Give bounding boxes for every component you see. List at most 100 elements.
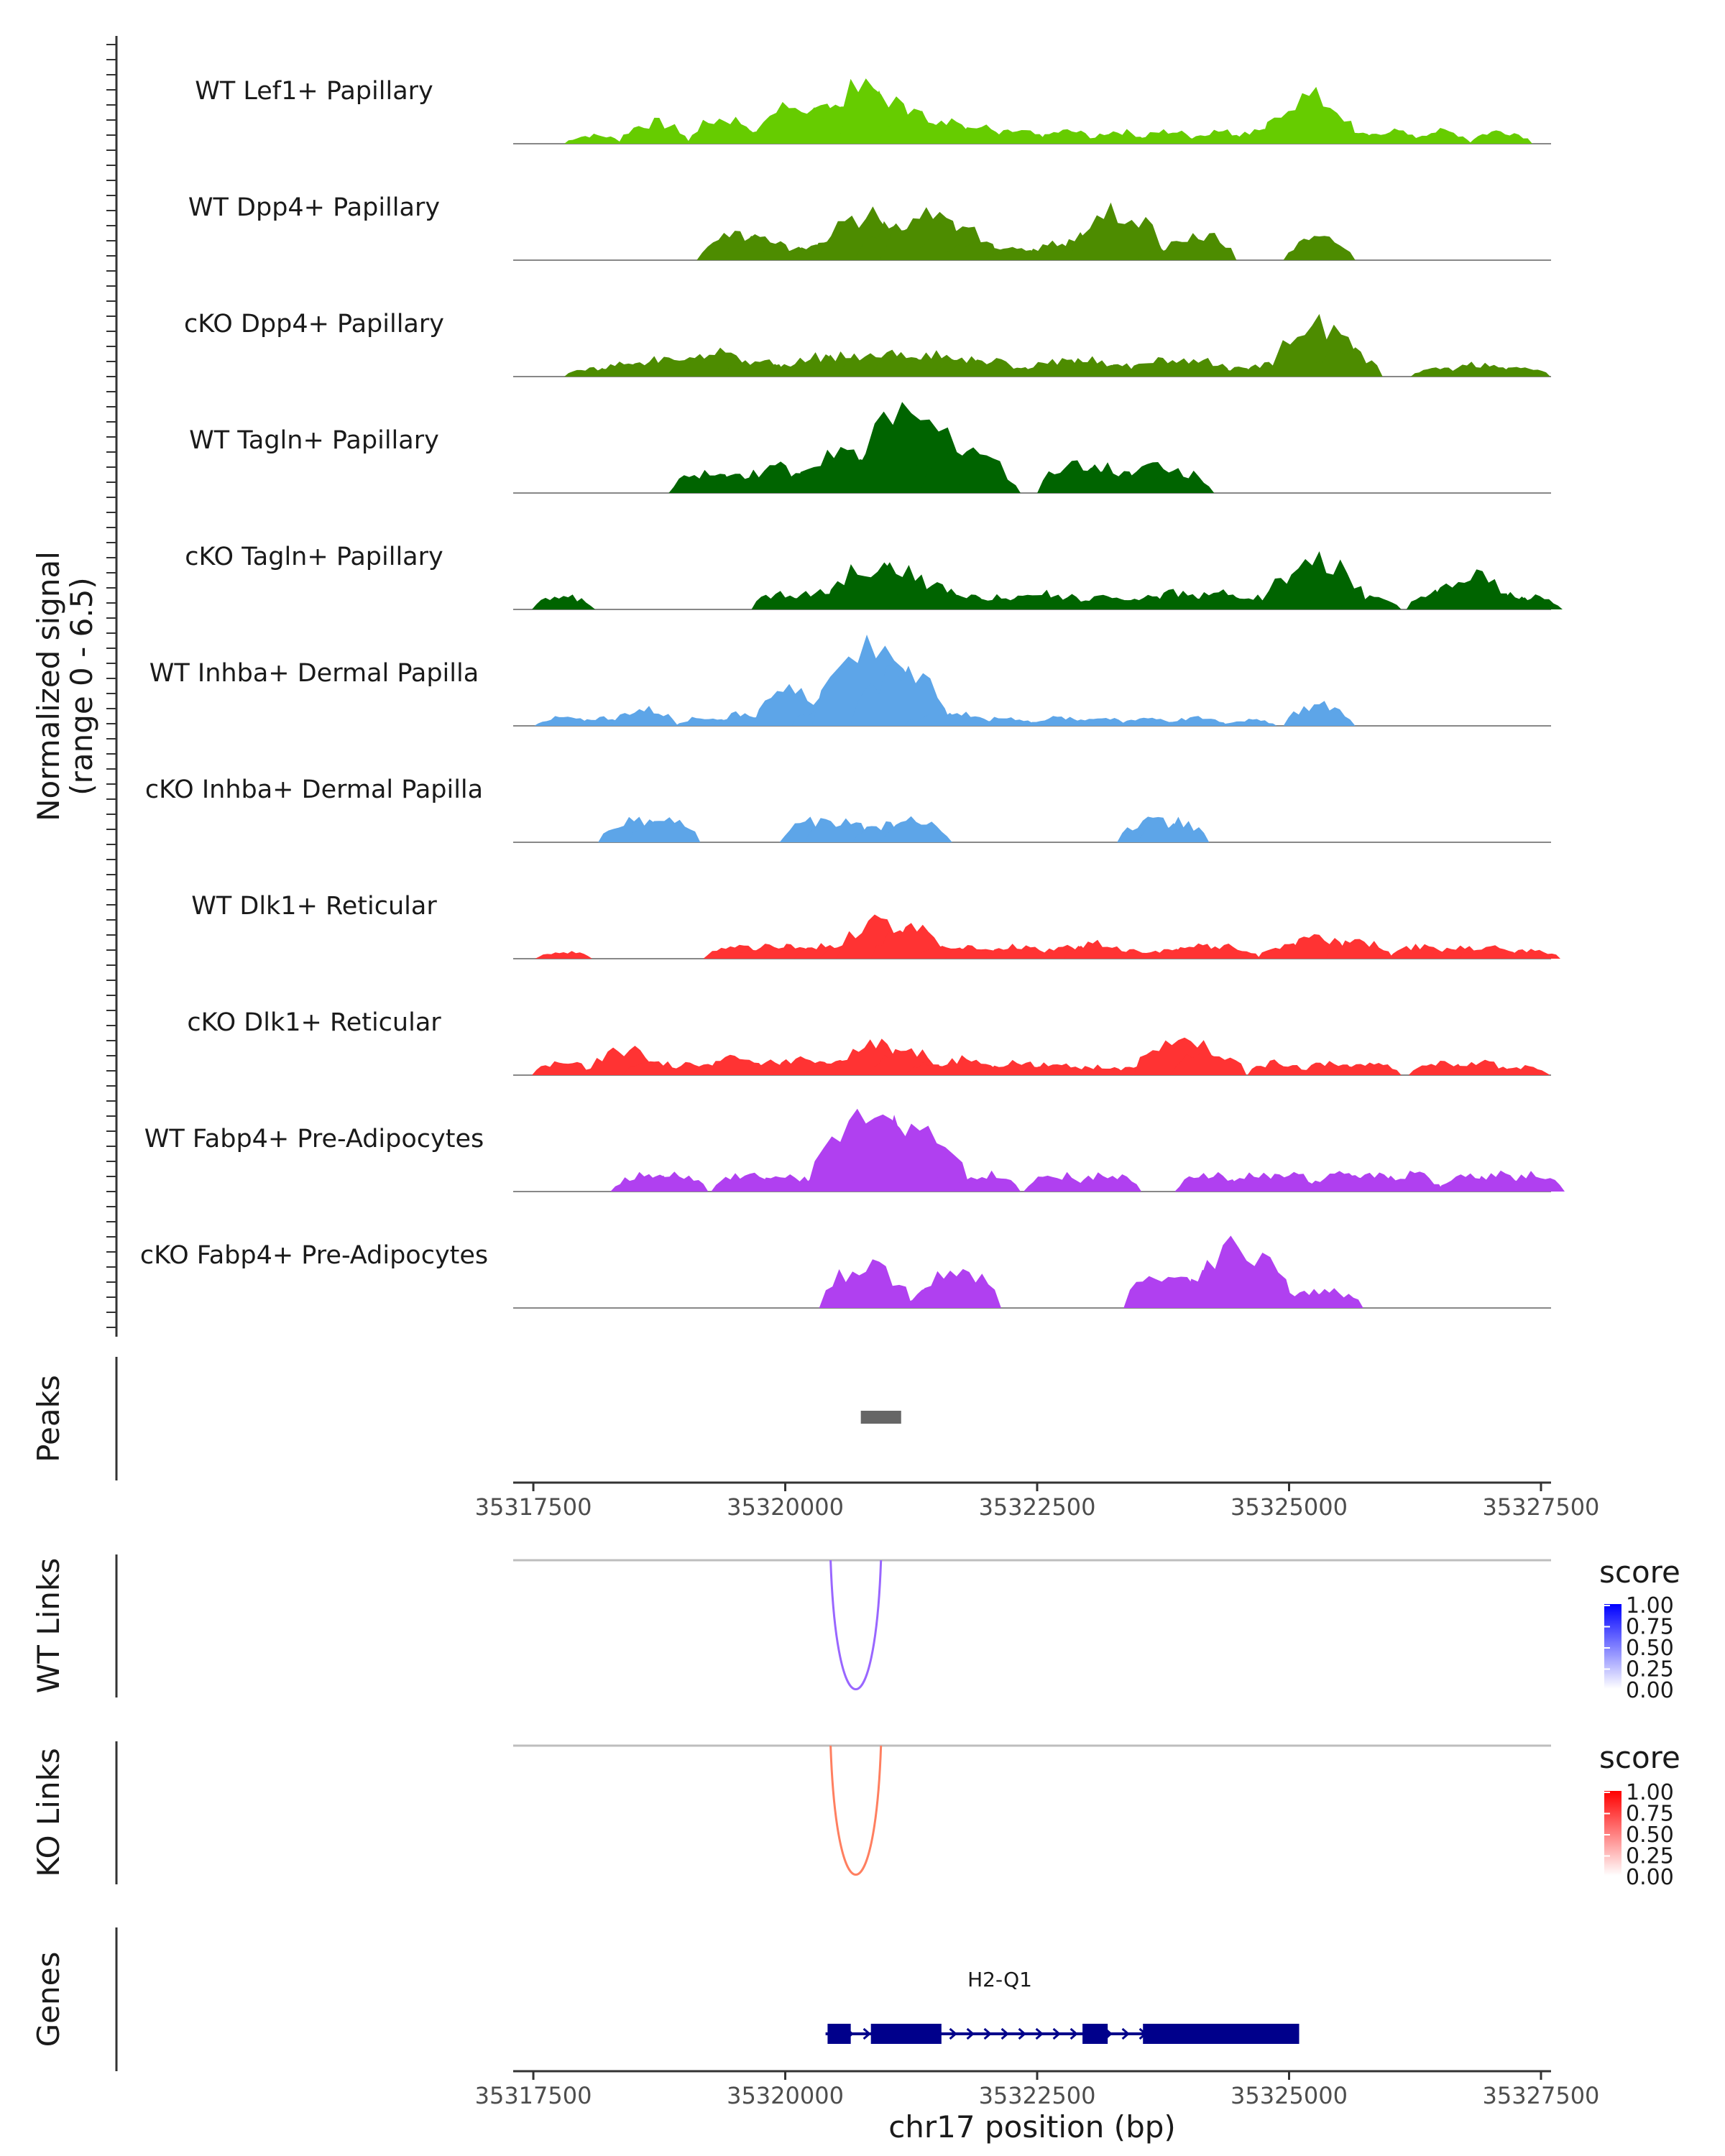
coverage-track: WT Dpp4+ Papillary	[188, 193, 1551, 261]
gene-strand-arrow	[1052, 2027, 1061, 2040]
gene-name: H2-Q1	[967, 1968, 1032, 1991]
coverage-peak	[1069, 202, 1167, 260]
coverage-peak	[532, 594, 596, 609]
coverage-track-label: WT Dpp4+ Papillary	[188, 193, 440, 222]
coverage-track: WT Lef1+ Papillary	[195, 77, 1551, 144]
gene-exon	[827, 2024, 851, 2044]
coverage-peak	[532, 1061, 596, 1075]
coverage-peak	[628, 817, 701, 842]
x-tick-label: 35317500	[475, 1493, 592, 1521]
coverage-track-label: WT Inhba+ Dermal Papilla	[150, 659, 479, 688]
gene-strand-arrow	[1035, 2027, 1044, 2040]
coverage-track: WT Inhba+ Dermal Papilla	[150, 635, 1551, 727]
gene-strand-arrow	[1000, 2027, 1009, 2040]
x-tick-label: 35322500	[979, 2082, 1096, 2109]
coverage-peak	[1338, 1062, 1402, 1075]
coverage-peak	[1086, 129, 1150, 144]
coverage-peak	[1448, 361, 1512, 377]
coverage-peak	[1068, 718, 1128, 726]
coverage-track: cKO Inhba+ Dermal Papilla	[145, 775, 1551, 843]
coverage-peak	[1260, 86, 1358, 144]
gene-strand-arrow	[966, 2027, 975, 2040]
coverage-peak	[1024, 1171, 1091, 1192]
x-tick-label: 35325000	[1230, 2082, 1348, 2109]
coverage-peak	[1064, 939, 1132, 959]
legend-tick-label: 0.00	[1626, 1678, 1674, 1703]
coverage-peak	[819, 1259, 913, 1308]
coverage-track: cKO Dlk1+ Reticular	[187, 1008, 1551, 1076]
coverage-track-label: WT Lef1+ Papillary	[195, 77, 433, 106]
coverage-peak	[640, 1171, 709, 1192]
gene-strand-arrow	[1070, 2027, 1078, 2040]
coverage-peak	[1169, 716, 1228, 726]
gene-strand-arrow	[862, 2027, 871, 2040]
x-axis-title: chr17 position (bp)	[888, 2109, 1176, 2145]
coverage-peak	[1306, 347, 1383, 377]
coverage-peak	[1247, 1059, 1311, 1075]
legend-tick-label: 0.00	[1626, 1865, 1674, 1890]
coverage-peak	[610, 706, 678, 726]
coverage-peak	[932, 1055, 1000, 1075]
coverage-peak	[535, 951, 592, 959]
x-axis-top-ticks: 35317500 35320000 35322500 35325000 35327500	[475, 1483, 1599, 1521]
coverage-peak	[911, 1268, 1001, 1308]
coverage-peak	[1074, 1172, 1142, 1192]
wt-links-legend-bar	[1604, 1604, 1622, 1689]
coverage-peak	[1325, 939, 1394, 959]
coverage-peak	[1501, 949, 1560, 959]
coverage-peak	[985, 129, 1049, 144]
coverage-peak	[1499, 594, 1563, 609]
coverage-peak	[880, 816, 952, 842]
coverage-track-label: cKO Dpp4+ Papillary	[184, 310, 444, 338]
coverage-peak	[618, 117, 691, 144]
coverage-peak	[850, 664, 952, 726]
coverage-peak	[564, 134, 624, 144]
coverage-track-label: cKO Inhba+ Dermal Papilla	[145, 775, 483, 804]
coverage-peak	[1283, 236, 1356, 260]
legend-tick-label: 0.75	[1626, 1615, 1674, 1640]
coverage-track-label: WT Dlk1+ Reticular	[191, 892, 437, 921]
coverage-peak	[1376, 1171, 1444, 1192]
coverage-peak	[1408, 128, 1472, 144]
coverage-track: cKO Dpp4+ Papillary	[184, 310, 1551, 377]
coverage-peak	[1142, 468, 1215, 493]
coverage-peak	[985, 944, 1049, 959]
wt-links-label: WT Links	[31, 1558, 66, 1693]
coverage-peak	[1358, 128, 1422, 144]
peak-region	[860, 1411, 901, 1424]
coverage-peak	[1183, 1235, 1294, 1308]
x-tick-label: 35320000	[727, 2082, 844, 2109]
genes-layer: H2-Q1	[825, 1968, 1300, 2044]
gene-strand-arrow	[1018, 2027, 1026, 2040]
ko-links-label: KO Links	[31, 1748, 66, 1877]
coverage-track: cKO Tagln+ Papillary	[185, 543, 1563, 610]
gene-strand-arrow	[1121, 2027, 1130, 2040]
legend-tick-label: 0.50	[1626, 1823, 1674, 1848]
coverage-peak	[1468, 130, 1532, 144]
ko-link-arc	[829, 1745, 883, 1876]
coverage-peak	[1187, 129, 1251, 144]
coverage-peak	[1137, 816, 1210, 842]
ko-links-legend-bar	[1604, 1791, 1622, 1876]
coverage-ylabel: Normalized signal	[31, 551, 66, 821]
coverage-peak	[1197, 944, 1261, 959]
coverage-y-ticks	[106, 44, 116, 1328]
coverage-track: cKO Fabp4+ Pre-Adipocytes	[140, 1235, 1551, 1309]
peaks-bars	[860, 1411, 901, 1424]
wt-link-arc	[829, 1560, 883, 1690]
legend-tick-label: 0.50	[1626, 1636, 1674, 1661]
wt-links-legend-title: score	[1599, 1554, 1680, 1590]
coverage-peak	[1170, 1047, 1247, 1075]
coverage-peak	[929, 711, 993, 726]
genes-label: Genes	[31, 1952, 66, 2047]
gene-exon	[1082, 2024, 1108, 2044]
coverage-track-label: cKO Dlk1+ Reticular	[187, 1008, 441, 1037]
ko-links-legend-ticks: 1.000.750.500.250.00	[1604, 1780, 1674, 1890]
coverage-peak	[851, 1115, 971, 1192]
x-tick-label: 35327500	[1483, 2082, 1600, 2109]
x-tick-label: 35322500	[979, 1493, 1096, 1521]
coverage-ylabel-range: (range 0 - 6.5)	[64, 577, 99, 796]
coverage-peak	[1136, 129, 1200, 144]
x-tick-label: 35325000	[1230, 1493, 1348, 1521]
